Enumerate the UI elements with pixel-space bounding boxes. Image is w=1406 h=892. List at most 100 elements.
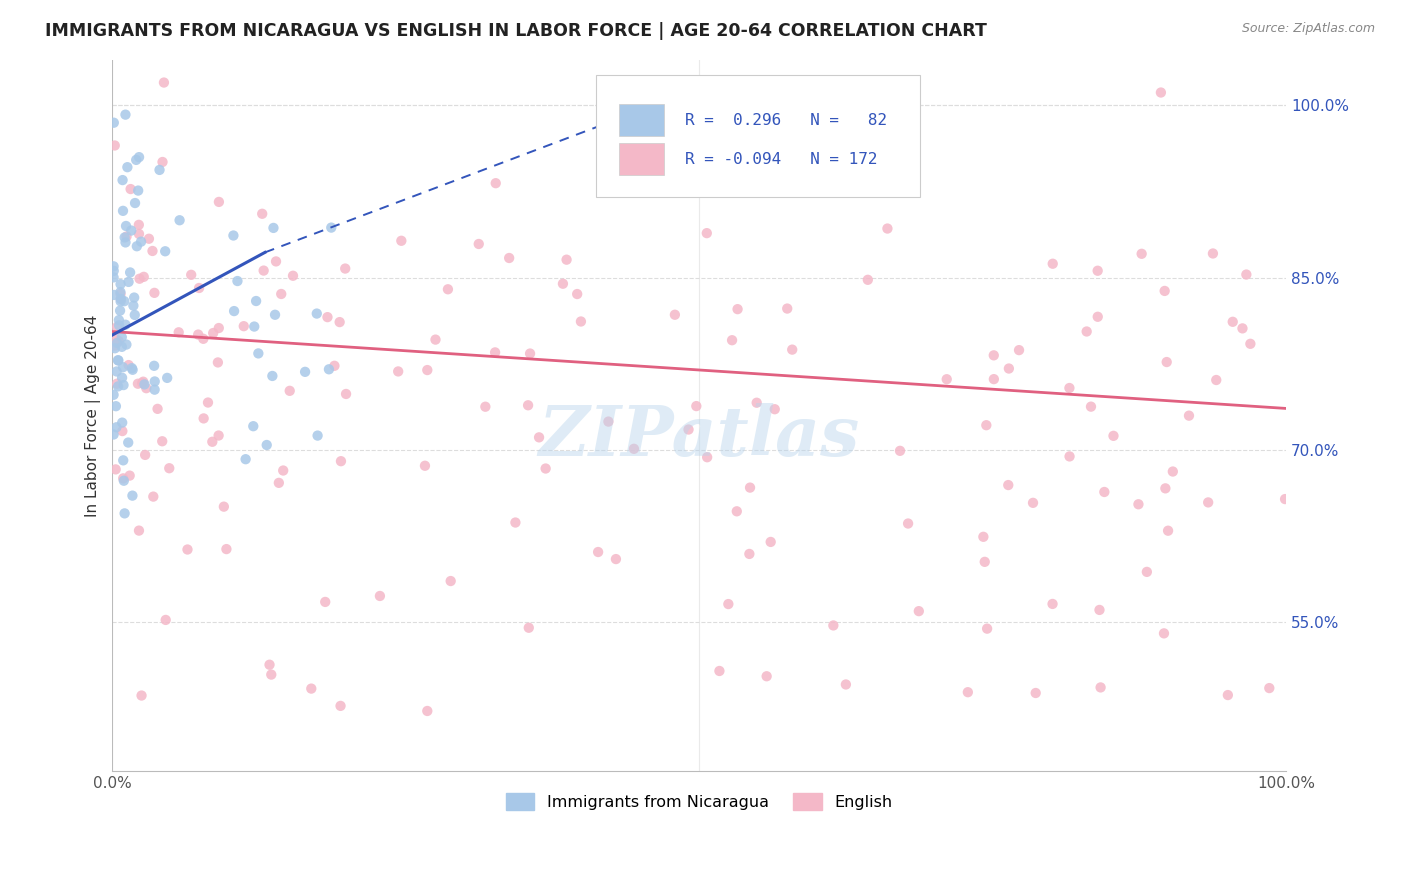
Point <box>1128 497 1150 511</box>
Text: R =  0.296   N =   82: R = 0.296 N = 82 <box>685 112 887 128</box>
Point <box>108 318 131 333</box>
Point <box>150 434 173 449</box>
Point <box>222 304 245 318</box>
Point <box>243 319 266 334</box>
Point <box>104 338 127 352</box>
Point <box>117 275 139 289</box>
Point <box>294 365 316 379</box>
Point <box>759 535 782 549</box>
Point <box>721 333 744 347</box>
Point <box>972 530 994 544</box>
Point <box>1080 400 1102 414</box>
Point <box>323 359 346 373</box>
Point <box>709 664 731 678</box>
Point <box>484 345 506 359</box>
Point <box>763 402 786 417</box>
Point <box>117 358 139 372</box>
Point <box>307 428 329 442</box>
Point <box>1130 247 1153 261</box>
Point <box>907 604 929 618</box>
Point <box>1157 524 1180 538</box>
Point <box>468 237 491 252</box>
Point <box>685 399 707 413</box>
Point <box>278 384 301 398</box>
Point <box>103 270 125 285</box>
Point <box>678 423 700 437</box>
Point <box>226 274 249 288</box>
Point <box>519 346 541 360</box>
Point <box>132 269 155 284</box>
Point <box>1087 310 1109 324</box>
Point <box>121 489 143 503</box>
Point <box>143 359 166 373</box>
Text: Source: ZipAtlas.com: Source: ZipAtlas.com <box>1241 22 1375 36</box>
Point <box>335 387 357 401</box>
Legend: Immigrants from Nicaragua, English: Immigrants from Nicaragua, English <box>499 787 900 816</box>
Point <box>187 327 209 342</box>
Point <box>215 542 238 557</box>
Point <box>835 677 858 691</box>
Point <box>738 547 761 561</box>
Point <box>115 229 138 244</box>
Point <box>104 341 127 355</box>
Point <box>222 228 245 243</box>
Point <box>856 273 879 287</box>
Point <box>135 381 157 395</box>
Point <box>1154 481 1177 495</box>
Point <box>1153 284 1175 298</box>
Point <box>823 618 845 632</box>
Point <box>1136 565 1159 579</box>
Point <box>1222 315 1244 329</box>
Point <box>115 337 138 351</box>
Point <box>129 235 152 249</box>
Point <box>598 415 620 429</box>
Point <box>437 282 460 296</box>
Point <box>157 461 180 475</box>
Point <box>1232 321 1254 335</box>
Point <box>110 285 132 299</box>
Point <box>997 478 1019 492</box>
Point <box>956 685 979 699</box>
Point <box>212 500 235 514</box>
Point <box>188 281 211 295</box>
Point <box>368 589 391 603</box>
Point <box>111 340 134 354</box>
Point <box>104 138 127 153</box>
Point <box>271 463 294 477</box>
Point <box>104 462 127 476</box>
Point <box>976 418 998 433</box>
Point <box>111 203 134 218</box>
Point <box>128 150 150 164</box>
Point <box>153 76 176 90</box>
Point <box>505 516 527 530</box>
Point <box>725 504 748 518</box>
Point <box>555 252 578 267</box>
Point <box>270 287 292 301</box>
Point <box>1153 626 1175 640</box>
Point <box>105 335 128 350</box>
Point <box>605 552 627 566</box>
Point <box>180 268 202 282</box>
Point <box>1087 264 1109 278</box>
Point <box>1258 681 1281 695</box>
Point <box>696 226 718 240</box>
Point <box>776 301 799 316</box>
Point <box>115 219 138 233</box>
Point <box>143 383 166 397</box>
Point <box>245 293 267 308</box>
Point <box>132 375 155 389</box>
Point <box>112 294 135 309</box>
Point <box>143 285 166 300</box>
Point <box>142 490 165 504</box>
Point <box>1042 257 1064 271</box>
Point <box>235 452 257 467</box>
Point <box>208 194 231 209</box>
Point <box>118 468 141 483</box>
Text: ZIPatlas: ZIPatlas <box>538 403 860 470</box>
Point <box>983 348 1005 362</box>
Point <box>1239 336 1261 351</box>
Point <box>105 320 128 334</box>
Point <box>121 363 143 377</box>
Point <box>114 235 136 250</box>
Point <box>1150 86 1173 100</box>
